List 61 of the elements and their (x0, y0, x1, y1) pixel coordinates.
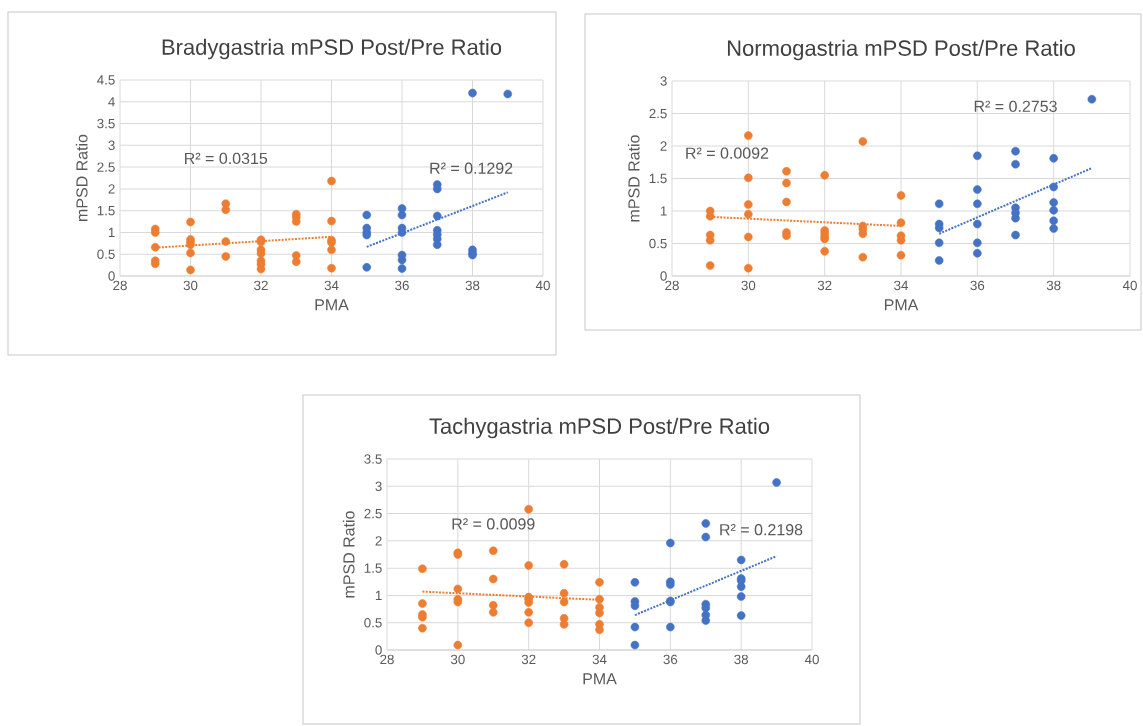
y-tick-label: 0 (108, 271, 115, 281)
x-tick-label: 30 (183, 280, 198, 291)
annotation: R² = 0.0092 (686, 147, 769, 159)
y-tick-label: 1.5 (649, 173, 667, 184)
y-tick-label: 2 (660, 141, 667, 151)
y-tick-label: 1 (375, 590, 382, 601)
y-tick-label: 2.5 (364, 508, 382, 519)
y-tick-label: 1 (660, 206, 667, 216)
y-tick-label: 0.5 (649, 238, 667, 249)
y-axis-title: mPSD Ratio (627, 135, 640, 222)
y-tick-label: 3 (108, 140, 115, 151)
x-axis-title: PMA (583, 673, 617, 685)
y-tick-label: 2 (108, 184, 115, 194)
x-tick-label: 34 (592, 654, 607, 665)
x-tick-label: 34 (894, 280, 909, 291)
annotation: R² = 0.1292 (430, 162, 513, 174)
annotation: R² = 0.2753 (974, 100, 1057, 113)
x-tick-label: 34 (324, 280, 339, 291)
x-tick-label: 40 (535, 280, 550, 291)
x-tick-label: 28 (665, 280, 679, 291)
y-tick-label: 0.5 (97, 249, 115, 259)
y-tick-label: 3 (375, 481, 382, 492)
annotation: R² = 0.0099 (452, 518, 535, 530)
y-tick-label: 0 (660, 271, 667, 281)
chart-title: Bradygastria mPSD Post/Pre Ratio (162, 38, 502, 60)
x-tick-label: 36 (395, 280, 409, 291)
y-tick-label: 3.5 (364, 454, 382, 464)
annotation: R² = 0.2198 (720, 524, 803, 536)
y-tick-label: 4.5 (97, 75, 115, 85)
x-tick-label: 30 (450, 654, 465, 665)
y-axis-title: mPSD Ratio (342, 511, 355, 598)
y-tick-label: 3 (660, 76, 667, 86)
y-tick-label: 2.5 (97, 162, 115, 172)
x-tick-label: 38 (1046, 280, 1061, 291)
y-tick-label: 1.5 (97, 206, 115, 216)
y-tick-label: 2 (375, 536, 382, 546)
x-tick-label: 36 (663, 654, 678, 665)
x-tick-label: 40 (804, 654, 819, 665)
x-axis-title: PMA (884, 299, 919, 311)
chart-title: Normogastria mPSD Post/Pre Ratio (727, 39, 1075, 61)
y-tick-label: 4 (108, 97, 115, 107)
y-tick-label: 2.5 (649, 108, 667, 119)
y-tick-label: 1.5 (364, 563, 382, 573)
x-tick-label: 32 (817, 280, 832, 291)
y-axis-title: mPSD Ratio (75, 134, 88, 221)
x-tick-label: 32 (521, 654, 536, 665)
x-axis-title: PMA (315, 299, 349, 311)
x-tick-label: 30 (741, 280, 756, 291)
x-tick-label: 28 (113, 280, 127, 291)
x-tick-label: 38 (734, 654, 749, 665)
y-tick-label: 0.5 (364, 618, 382, 628)
y-tick-label: 1 (108, 227, 115, 238)
x-tick-label: 40 (1122, 280, 1137, 291)
x-tick-label: 36 (970, 280, 985, 291)
chart-title: Tachygastria mPSD Post/Pre Ratio (429, 417, 770, 439)
annotation: R² = 0.0315 (185, 152, 268, 165)
y-tick-label: 3.5 (97, 118, 115, 129)
x-tick-label: 28 (380, 654, 394, 665)
x-tick-label: 38 (465, 280, 480, 291)
y-tick-label: 0 (375, 645, 382, 655)
x-tick-label: 32 (254, 280, 268, 291)
